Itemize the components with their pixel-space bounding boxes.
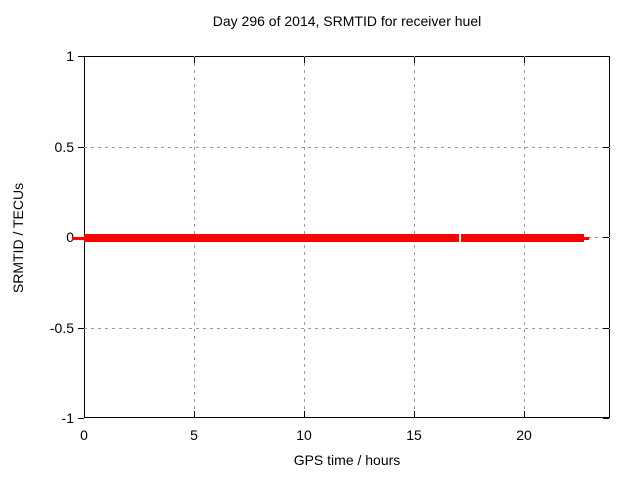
- y-tick-left: [78, 328, 84, 329]
- x-axis-label: GPS time / hours: [293, 452, 401, 468]
- y-tick-left: [78, 147, 84, 148]
- y-tick-right: [603, 418, 609, 419]
- series-line-segment: [461, 234, 584, 242]
- y-tick-label: -0.5: [49, 320, 74, 336]
- series-thin-mark: [72, 237, 84, 240]
- y-tick-right: [603, 328, 609, 329]
- x-tick-top: [194, 57, 195, 63]
- y-tick-label: 0.5: [54, 139, 74, 155]
- x-tick-top: [524, 57, 525, 63]
- h-gridline: [84, 147, 610, 148]
- x-tick-bottom: [524, 411, 525, 417]
- y-tick-right: [603, 237, 609, 238]
- x-tick-bottom: [194, 411, 195, 417]
- x-tick-label: 10: [296, 427, 312, 443]
- x-tick-label: 0: [80, 427, 88, 443]
- x-tick-bottom: [84, 411, 85, 417]
- y-tick-right: [603, 147, 609, 148]
- chart-title: Day 296 of 2014, SRMTID for receiver hue…: [212, 13, 482, 29]
- y-tick-right: [603, 56, 609, 57]
- y-tick-label: -1: [61, 410, 74, 426]
- x-tick-label: 5: [190, 427, 198, 443]
- h-gridline: [84, 328, 610, 329]
- y-tick-left: [78, 56, 84, 57]
- y-tick-label: 1: [66, 48, 74, 64]
- series-thin-mark: [584, 237, 589, 240]
- y-tick-left: [78, 418, 84, 419]
- series-line-segment: [84, 234, 459, 242]
- x-tick-bottom: [414, 411, 415, 417]
- x-tick-label: 20: [516, 427, 532, 443]
- x-tick-bottom: [304, 411, 305, 417]
- y-tick-label: 0: [66, 229, 74, 245]
- x-tick-top: [84, 57, 85, 63]
- x-tick-top: [304, 57, 305, 63]
- x-tick-label: 15: [406, 427, 422, 443]
- x-tick-top: [414, 57, 415, 63]
